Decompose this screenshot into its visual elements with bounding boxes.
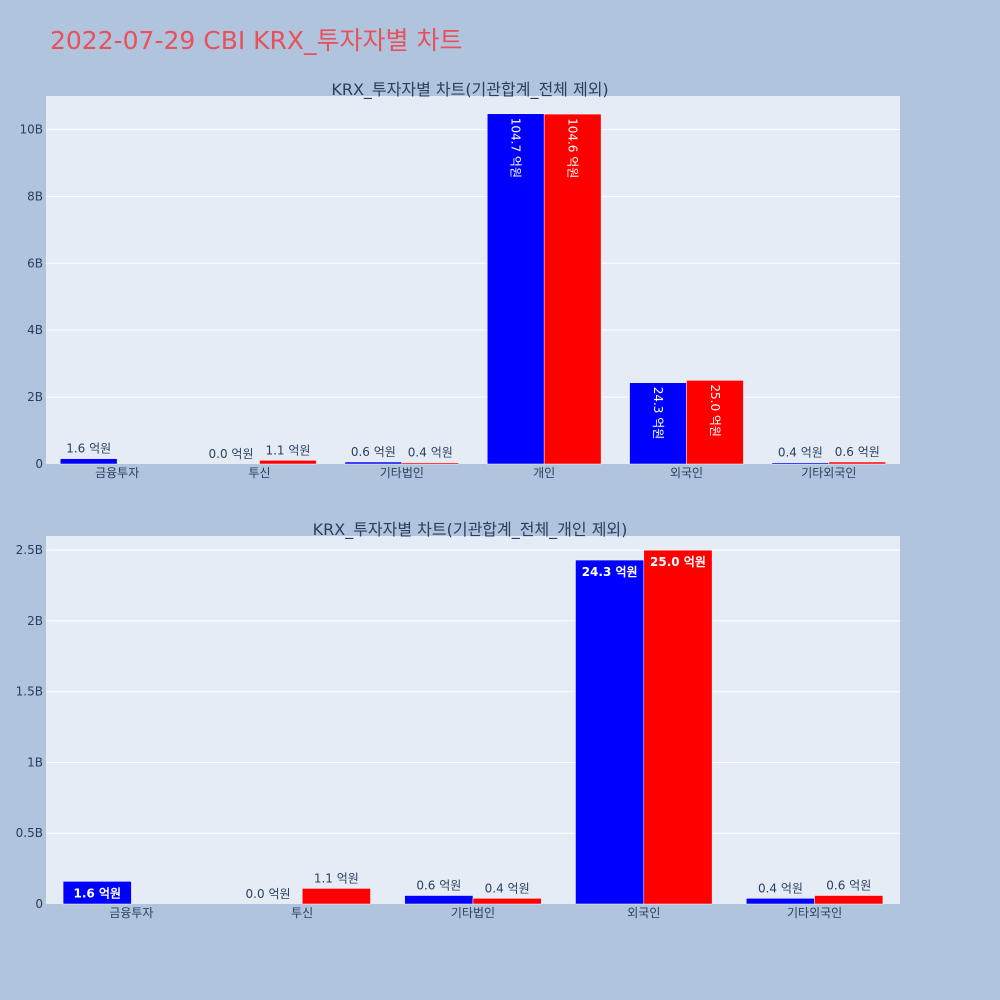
chart-2: 0 0.5B 1B 1.5B 2B 2.5B KRX_투자자별 차트(기관합계_전체_개인 … [16, 520, 900, 920]
data-label: 0.6 억원 [416, 879, 461, 893]
bar-buy [486, 113, 545, 465]
data-label: 1.6 억원 [73, 886, 121, 900]
x-tick-label: 금융투자 [95, 466, 139, 480]
data-label: 0.6 억원 [826, 879, 871, 893]
y-tick-label: 2.5B [16, 543, 43, 557]
bar-sell [543, 113, 602, 465]
bar-sell [301, 888, 371, 905]
y-tick-label: 1B [27, 755, 43, 769]
chart-title: KRX_투자자별 차트(기관합계_전체_개인 제외) [313, 520, 628, 540]
data-label: 1.1 억원 [265, 443, 310, 457]
data-label: 1.1 억원 [314, 871, 359, 885]
chart-1: 0 2B 4B 6B 8B 10B KRX_투자자별 차트(기관합계_전체 제외) 금융투자 1… [19, 80, 900, 480]
bar-sell [472, 898, 542, 905]
data-label: 1.6 억원 [66, 442, 111, 456]
x-tick-label: 금융투자 [109, 906, 153, 920]
y-tick-label: 1.5B [16, 685, 43, 699]
data-label: 0.4 억원 [758, 881, 803, 895]
data-label: 104.6 억원 [566, 118, 580, 178]
bar-sell [643, 549, 713, 905]
x-tick-label: 기타외국인 [787, 906, 842, 920]
data-label: 0.4 억원 [485, 881, 530, 895]
x-tick-label: 기타외국인 [801, 466, 856, 480]
plot-area [46, 536, 900, 904]
x-tick-label: 기타법인 [380, 466, 424, 480]
x-tick-label: 투신 [291, 906, 313, 920]
y-tick-label: 8B [27, 189, 43, 203]
data-label: 25.0 억원 [650, 555, 706, 569]
bar-buy [59, 458, 118, 465]
data-label: 24.3 억원 [651, 387, 665, 440]
bar-buy [746, 898, 815, 905]
x-tick-label: 개인 [533, 466, 555, 480]
bar-buy [629, 382, 687, 465]
x-tick-label: 외국인 [627, 906, 660, 920]
x-tick-label: 투신 [248, 466, 270, 480]
data-label: 24.3 억원 [582, 565, 638, 579]
bar-sell [828, 461, 887, 465]
data-label: 0.4 억원 [778, 446, 823, 460]
chart-title: KRX_투자자별 차트(기관합계_전체 제외) [331, 80, 608, 100]
bar-sell [259, 460, 317, 465]
bar-buy [404, 895, 474, 905]
data-label: 0.4 억원 [408, 446, 453, 460]
data-label: 25.0 억원 [708, 384, 722, 437]
data-label: 104.7 억원 [509, 118, 523, 178]
bar-buy [344, 461, 403, 465]
bar-sell [814, 895, 884, 905]
y-tick-label: 0.5B [16, 826, 43, 840]
data-label: 0.0 억원 [246, 887, 291, 901]
data-label: 0.6 억원 [835, 445, 880, 459]
y-tick-label: 0 [35, 897, 43, 911]
x-tick-label: 외국인 [670, 466, 703, 480]
y-tick-label: 4B [27, 323, 43, 337]
bar-sell [401, 462, 460, 465]
page-title: 2022-07-29 CBI KRX_투자자별 차트 [50, 26, 463, 55]
y-tick-label: 0 [35, 457, 43, 471]
y-tick-label: 2B [27, 390, 43, 404]
x-tick-label: 기타법인 [451, 906, 495, 920]
plot-area [46, 96, 900, 464]
bar-buy [771, 462, 830, 465]
data-label: 0.6 억원 [351, 445, 396, 459]
y-tick-label: 2B [27, 614, 43, 628]
bar-sell [686, 380, 744, 465]
y-tick-label: 10B [19, 122, 43, 136]
bar-buy [62, 881, 132, 905]
y-tick-label: 6B [27, 256, 43, 270]
bar-buy [575, 559, 645, 905]
data-label: 0.0 억원 [209, 447, 254, 461]
